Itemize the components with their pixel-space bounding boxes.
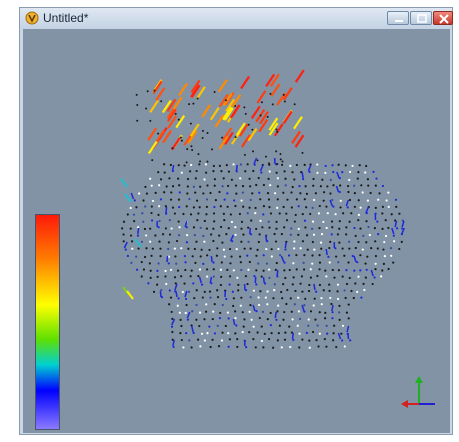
maximize-button[interactable]	[410, 11, 432, 25]
color-scale-bar	[35, 214, 60, 430]
app-icon	[25, 11, 39, 25]
maximize-icon	[417, 14, 427, 23]
minimize-button[interactable]	[387, 11, 409, 25]
title-bar[interactable]: Untitled*	[20, 8, 453, 29]
close-icon	[439, 14, 449, 24]
minimize-icon	[395, 20, 403, 22]
axes-orientation-icon	[401, 376, 435, 408]
window-title: Untitled*	[43, 11, 89, 25]
close-button[interactable]	[433, 11, 453, 25]
vector-field-plot[interactable]	[23, 29, 450, 433]
application-window: Untitled*	[19, 7, 453, 435]
3d-viewport[interactable]	[23, 29, 450, 433]
